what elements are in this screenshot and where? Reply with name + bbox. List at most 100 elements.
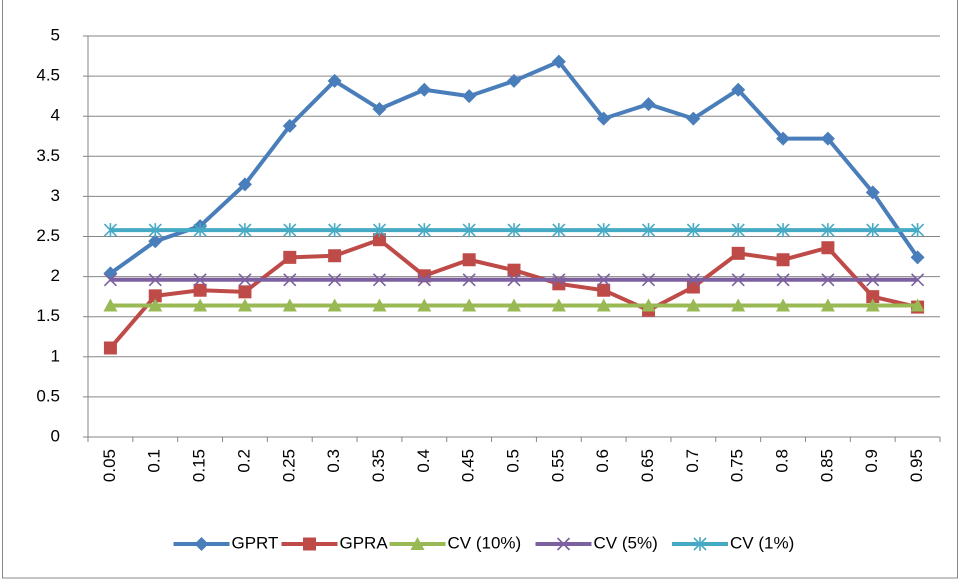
- marker: [193, 283, 207, 297]
- marker: [328, 273, 342, 287]
- marker: [193, 298, 208, 312]
- x-tick-label: 0.85: [817, 449, 836, 482]
- marker: [731, 223, 745, 238]
- y-tick-label: 0.5: [36, 386, 60, 405]
- marker: [282, 298, 297, 312]
- marker: [507, 273, 521, 287]
- marker: [686, 111, 701, 126]
- x-tick-label: 0.6: [593, 449, 612, 473]
- marker: [327, 298, 342, 312]
- marker: [372, 233, 386, 247]
- marker: [776, 223, 790, 238]
- marker: [462, 89, 477, 104]
- marker: [686, 298, 701, 312]
- series: [103, 233, 925, 355]
- x-tick-label: 0.75: [728, 449, 747, 482]
- series: [103, 298, 925, 312]
- marker: [597, 283, 611, 297]
- x-tick-label: 0.25: [279, 449, 298, 482]
- marker: [103, 223, 117, 238]
- marker: [686, 280, 700, 294]
- marker: [103, 273, 117, 287]
- marker: [641, 223, 656, 238]
- marker: [303, 537, 316, 551]
- marker: [597, 223, 611, 238]
- series: [103, 273, 925, 287]
- marker: [372, 223, 387, 238]
- marker: [866, 273, 880, 287]
- marker: [731, 273, 745, 287]
- y-tick-label: 0: [51, 426, 60, 445]
- marker: [866, 223, 880, 238]
- marker: [776, 298, 791, 312]
- marker: [820, 298, 835, 312]
- marker: [507, 298, 521, 312]
- y-tick-label: 4: [51, 106, 60, 125]
- marker: [282, 118, 297, 133]
- marker: [328, 223, 342, 238]
- marker: [417, 273, 431, 287]
- x-tick-label: 0.55: [548, 449, 567, 482]
- marker: [372, 273, 387, 287]
- marker: [693, 537, 707, 551]
- x-tick-label: 0.9: [862, 449, 881, 473]
- x-tick-label: 0.5: [503, 449, 522, 473]
- marker: [911, 223, 925, 238]
- legend-label: GPRT: [232, 533, 279, 552]
- marker: [328, 249, 342, 263]
- marker: [237, 298, 252, 312]
- marker: [193, 273, 207, 287]
- marker: [865, 185, 880, 200]
- marker: [372, 101, 387, 116]
- marker: [596, 298, 611, 312]
- x-tick-label: 0.1: [145, 449, 164, 473]
- marker: [462, 298, 477, 312]
- marker: [731, 246, 745, 260]
- marker: [327, 73, 342, 88]
- marker: [866, 290, 880, 304]
- marker: [556, 537, 571, 551]
- y-tick-label: 3.5: [36, 146, 60, 165]
- marker: [911, 273, 925, 287]
- y-tick-label: 1: [51, 346, 60, 365]
- series: [103, 223, 925, 238]
- marker: [776, 273, 790, 287]
- x-tick-label: 0.3: [324, 449, 343, 473]
- marker: [410, 537, 425, 550]
- marker: [820, 131, 835, 146]
- series-line: [108, 237, 919, 350]
- marker: [507, 223, 521, 238]
- marker: [686, 223, 700, 238]
- marker: [641, 97, 656, 112]
- marker: [731, 298, 746, 312]
- y-tick-label: 2.5: [36, 226, 60, 245]
- marker: [552, 223, 566, 238]
- legend-label: GPRA: [340, 533, 389, 552]
- marker: [462, 273, 476, 287]
- marker: [462, 253, 476, 267]
- series-line: [109, 59, 920, 276]
- marker: [417, 298, 432, 312]
- marker: [597, 273, 611, 287]
- x-tick-label: 0.15: [190, 449, 209, 482]
- marker: [103, 298, 118, 312]
- marker: [776, 253, 790, 267]
- marker: [821, 273, 835, 287]
- y-tick-label: 5: [51, 25, 60, 44]
- x-tick-label: 0.35: [369, 449, 388, 482]
- marker: [148, 234, 163, 249]
- marker: [507, 73, 521, 88]
- marker: [507, 263, 521, 277]
- marker: [283, 273, 297, 287]
- x-tick-label: 0.8: [773, 449, 792, 473]
- x-tick-label: 0.65: [638, 449, 657, 482]
- y-tick-label: 4.5: [36, 66, 60, 85]
- marker: [372, 298, 387, 312]
- marker: [103, 341, 117, 355]
- legend-label: CV (1%): [730, 533, 794, 552]
- marker: [238, 273, 252, 287]
- y-tick-label: 3: [51, 186, 60, 205]
- x-tick-label: 0.7: [683, 449, 702, 473]
- y-tick-label: 2: [51, 266, 60, 285]
